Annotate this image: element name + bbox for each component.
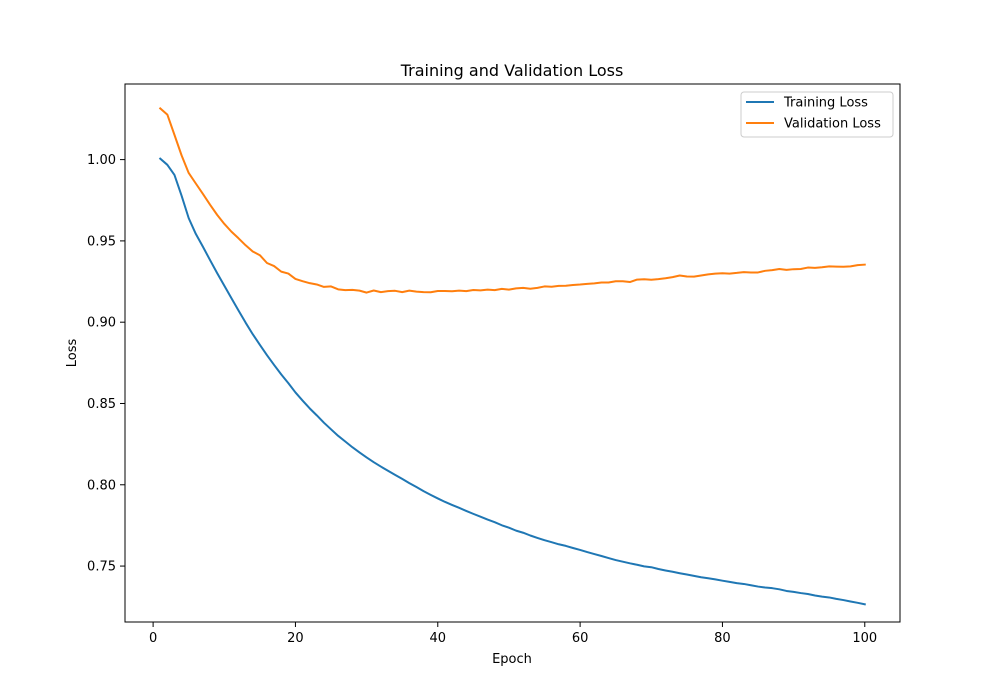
x-tick-label: 0 xyxy=(149,631,157,646)
y-tick-label: 0.80 xyxy=(87,478,116,493)
chart-title: Training and Validation Loss xyxy=(400,61,624,80)
x-tick-label: 60 xyxy=(572,631,589,646)
x-tick-label: 40 xyxy=(430,631,447,646)
y-axis-label: Loss xyxy=(65,339,80,368)
legend-label-validation-loss: Validation Loss xyxy=(784,117,881,132)
y-tick-label: 0.95 xyxy=(87,234,116,249)
plot-area xyxy=(158,106,866,606)
training-loss-line xyxy=(158,157,866,606)
x-axis: 0 20 40 60 80 100 xyxy=(149,622,877,646)
x-tick-label: 20 xyxy=(287,631,304,646)
legend-box xyxy=(740,91,894,138)
y-tick-label: 0.90 xyxy=(87,316,116,331)
y-tick-label: 1.00 xyxy=(87,153,116,168)
validation-loss-line xyxy=(158,106,866,294)
y-axis: 0.75 0.80 0.85 0.90 0.95 1.00 xyxy=(87,153,125,575)
y-tick-label: 0.75 xyxy=(87,560,116,575)
x-axis-label: Epoch xyxy=(492,652,532,667)
legend-label-training-loss: Training Loss xyxy=(783,96,868,111)
x-tick-label: 80 xyxy=(714,631,731,646)
axes-frame xyxy=(124,83,901,623)
y-tick-label: 0.85 xyxy=(87,397,116,412)
legend: Training Loss Validation Loss xyxy=(740,91,894,138)
x-tick-label: 100 xyxy=(852,631,877,646)
